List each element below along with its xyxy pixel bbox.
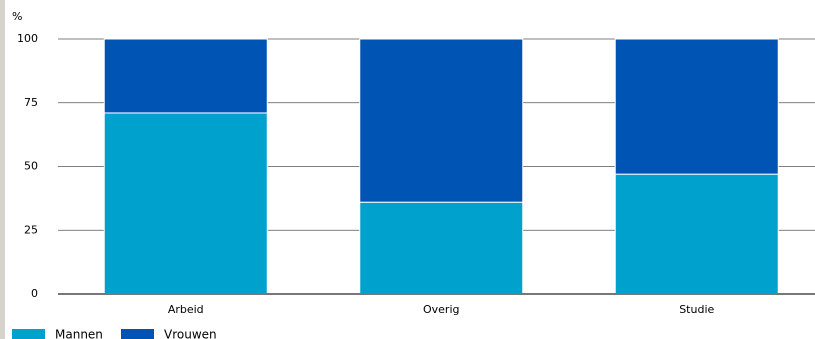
bar-segment	[103, 38, 268, 114]
side-strip	[0, 0, 5, 339]
y-tick-label: 0	[31, 287, 38, 300]
y-axis-label: %	[12, 10, 22, 23]
y-tick-label: 25	[24, 223, 38, 236]
bar-segment	[359, 38, 524, 203]
bar-segment	[614, 38, 779, 175]
bar-segment	[103, 112, 268, 295]
bar-segment	[359, 201, 524, 295]
y-tick-label: 50	[24, 160, 38, 173]
legend-label: Vrouwen	[164, 328, 217, 339]
x-tick-label: Overig	[423, 303, 460, 316]
y-tick-label: 100	[17, 32, 38, 45]
legend-swatch	[121, 329, 154, 339]
legend-label: Mannen	[55, 328, 103, 339]
x-tick-label: Studie	[679, 303, 714, 316]
x-tick-label: Arbeid	[168, 303, 204, 316]
bar-segment	[614, 173, 779, 295]
y-tick-label: 75	[24, 96, 38, 109]
legend-swatch	[12, 329, 45, 339]
